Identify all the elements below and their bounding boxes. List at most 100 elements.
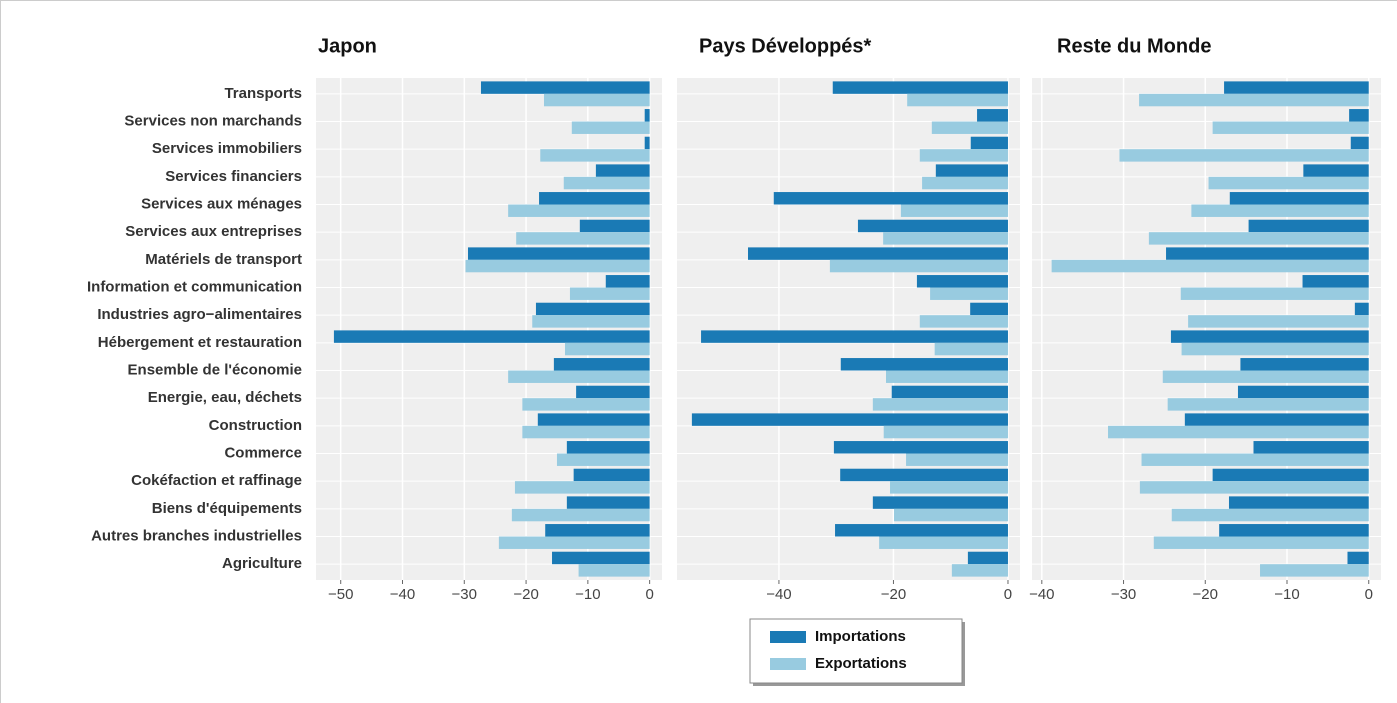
bar	[970, 136, 1008, 150]
bar	[1170, 330, 1369, 343]
bar	[857, 219, 1008, 233]
x-tick-label: 0	[645, 586, 653, 603]
category-label: Ensemble de l'économie	[128, 361, 302, 378]
bar	[1167, 398, 1369, 411]
bar	[922, 176, 1008, 190]
bar	[833, 441, 1008, 454]
bar	[1253, 441, 1369, 454]
bar	[1162, 370, 1369, 383]
bar	[1188, 315, 1369, 328]
bar	[508, 204, 650, 217]
x-tick-label: 0	[1004, 586, 1012, 603]
category-label: Hébergement et restauration	[98, 334, 302, 351]
bar	[930, 287, 1008, 300]
bar	[1354, 302, 1369, 316]
bar	[907, 93, 1008, 107]
x-tick-label: −30	[1111, 586, 1136, 603]
bar	[566, 496, 650, 509]
bar	[545, 524, 650, 537]
bar	[773, 192, 1008, 205]
panel-title: Pays Développés*	[699, 35, 872, 57]
bar	[1148, 232, 1369, 245]
category-label: Industries agro−alimentaires	[97, 306, 302, 323]
category-label: Services financiers	[165, 168, 302, 185]
bar	[748, 247, 1008, 260]
category-label: Biens d'équipements	[152, 500, 302, 517]
category-label: Construction	[209, 417, 302, 434]
bar	[540, 149, 650, 162]
category-label: Services immobiliers	[152, 140, 302, 157]
bar	[553, 358, 650, 371]
legend-swatch	[770, 658, 806, 670]
bar	[465, 259, 650, 273]
bar	[605, 275, 650, 288]
bar	[1237, 385, 1369, 399]
bar	[467, 247, 650, 260]
bar	[1350, 136, 1369, 150]
bar	[832, 81, 1008, 94]
x-tick-label: −30	[452, 586, 477, 603]
bar	[522, 425, 650, 439]
bar	[1228, 496, 1369, 509]
category-label: Agriculture	[222, 555, 302, 572]
bar	[879, 536, 1008, 549]
bar	[919, 315, 1008, 328]
category-label: Energie, eau, déchets	[148, 389, 302, 406]
bar	[935, 164, 1008, 177]
x-tick-label: −40	[390, 586, 415, 603]
category-label: Services aux entreprises	[125, 223, 302, 240]
bar	[1303, 164, 1369, 177]
bar	[919, 149, 1008, 162]
bar	[840, 358, 1008, 371]
bar	[894, 508, 1008, 522]
bar	[532, 315, 650, 328]
category-label: Autres branches industrielles	[91, 527, 302, 544]
bar	[1248, 219, 1369, 233]
bar	[951, 564, 1008, 577]
bar	[890, 481, 1008, 494]
x-tick-label: −50	[328, 586, 353, 603]
category-label: Transports	[224, 85, 302, 102]
bar	[1051, 259, 1369, 273]
category-label: Services aux ménages	[141, 195, 302, 212]
bar	[1171, 508, 1369, 522]
bar	[1349, 109, 1369, 122]
bar	[535, 302, 650, 316]
bar	[970, 302, 1008, 316]
legend-label: Importations	[815, 628, 906, 645]
bar	[556, 453, 650, 466]
bar	[1191, 204, 1369, 217]
bar	[891, 385, 1008, 399]
bar	[1153, 536, 1369, 549]
bar	[1260, 564, 1369, 577]
bar	[543, 93, 650, 107]
bar	[1166, 247, 1369, 260]
bar	[537, 413, 650, 426]
bar	[1302, 275, 1369, 288]
bar	[333, 330, 650, 343]
bar	[576, 385, 650, 399]
bar	[552, 551, 650, 565]
x-tick-label: −40	[1029, 586, 1054, 603]
bar	[644, 109, 650, 122]
bar	[578, 564, 650, 577]
bar	[1212, 121, 1369, 134]
panel-title: Japon	[318, 35, 377, 57]
bar	[1208, 176, 1369, 190]
bar	[883, 232, 1008, 245]
bar	[595, 164, 650, 177]
bar	[967, 551, 1008, 565]
bar	[514, 481, 650, 494]
bar	[1240, 358, 1369, 371]
bar	[886, 370, 1008, 383]
plot-background	[677, 78, 1020, 580]
category-label: Cokéfaction et raffinage	[131, 472, 302, 489]
bar	[1119, 149, 1369, 162]
bar	[840, 468, 1008, 482]
bar	[835, 524, 1008, 537]
bar	[1184, 413, 1369, 426]
bar	[1180, 287, 1369, 300]
bar	[1108, 425, 1369, 439]
